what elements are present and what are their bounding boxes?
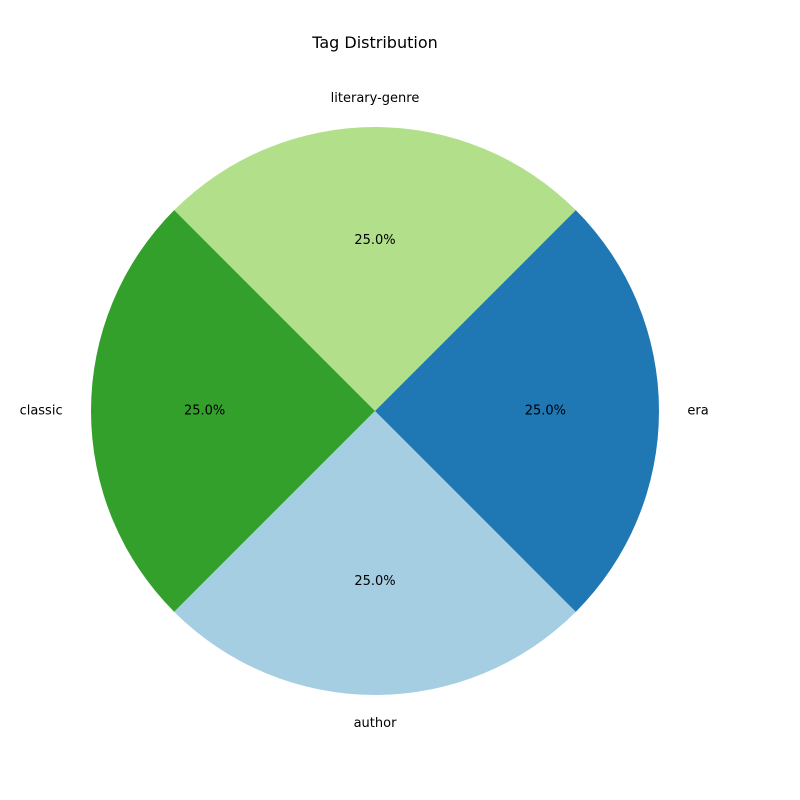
pie-slice-era [375,210,659,612]
slice-percent-literary-genre: 25.0% [354,233,395,248]
pie-slice-literary-genre [174,127,576,412]
pie-slice-author [174,411,576,695]
pie-slices [91,127,659,695]
slice-percent-author: 25.0% [354,574,395,589]
chart-title: Tag Distribution [311,33,438,52]
slice-label-literary-genre: literary-genre [331,91,420,106]
slice-percent-era: 25.0% [525,404,566,419]
slice-label-author: author [354,716,397,731]
slice-percent-classic: 25.0% [184,404,225,419]
slice-label-classic: classic [20,404,63,419]
slice-label-era: era [687,404,708,419]
pie-labels: literary-genre 25.0% classic 25.0% author 25.… [20,91,709,731]
pie-slice-classic [91,210,375,612]
